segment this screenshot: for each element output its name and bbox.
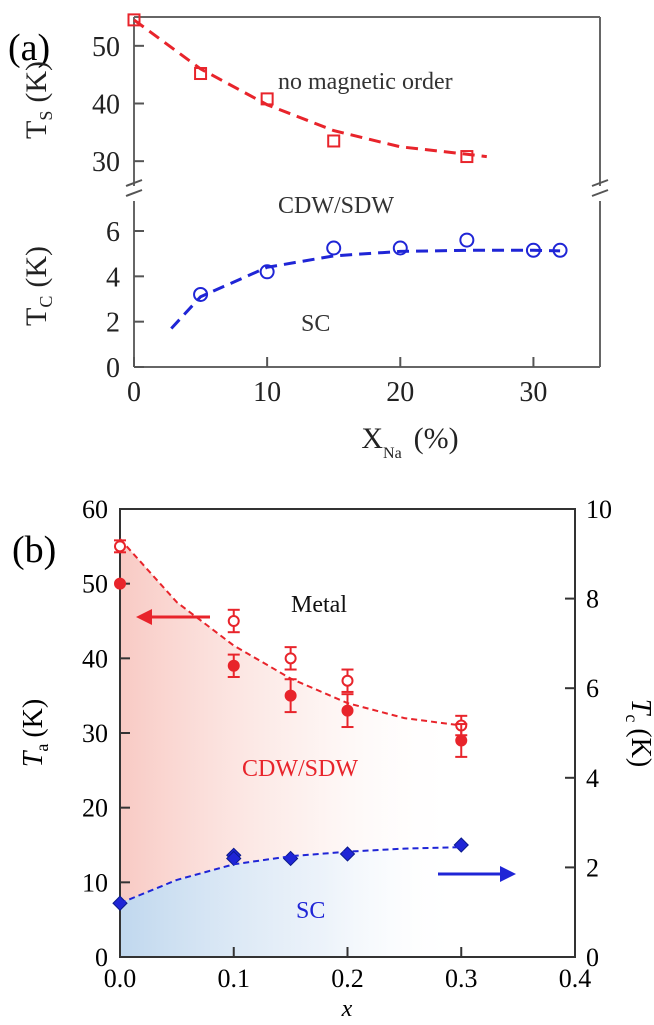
b-xtick-label: 0.4 [559,964,592,993]
b-open-point [114,540,126,553]
panel-a-bottom-ylabel: TC(K) [20,246,56,326]
b-left-fit-line [119,538,462,727]
a-top-ytick-label: 50 [92,32,120,63]
b-left-ytick-label: 0 [95,943,108,972]
b-left-ytick-label: 10 [82,868,108,897]
b-right-ytick-label: 2 [586,853,599,882]
left-axis-arrow [136,609,210,625]
panel-a-annotation-cdw-sdw: CDW/SDW [278,193,394,219]
a-bottom-ytick-label: 2 [106,308,120,339]
a-xtick-label: 0 [127,377,141,408]
b-filled-point [284,689,297,702]
a-tc-point [459,232,475,248]
panel-b-annotation-metal: Metal [291,592,347,618]
b-filled-point [227,659,240,672]
panel-b-data-marks [112,538,469,911]
a-top-ytick-label: 40 [92,90,120,121]
a-top-ytick-label: 30 [92,147,120,178]
b-xtick-label: 0.0 [104,964,137,993]
a-xtick-label: 30 [519,377,547,408]
b-open-point [341,674,354,687]
b-left-ytick-label: 50 [82,570,108,599]
b-right-ytick-label: 4 [586,764,599,793]
panel-a-label: (a) [8,27,50,69]
a-ts-point [194,67,208,81]
b-xtick-label: 0.2 [331,964,364,993]
a-tc-point [193,286,209,302]
panel-b-cdw-region-shading [120,538,462,904]
panel-b-annotation-sc: SC [296,898,325,924]
a-bottom-ytick-label: 4 [106,262,120,293]
panel-a-xlabel: XNa (%) [361,422,458,462]
b-right-ytick-label: 10 [586,495,612,524]
panel-a-bottom-y-ticks: 0 2 4 6 [106,217,144,384]
panel-b-left-ylabel: Ta(K) [18,699,52,767]
panel-a-top-ylabel: TS(K) [20,61,56,139]
a-xtick-label: 10 [253,377,281,408]
b-open-point [284,652,297,665]
panel-b-sc-region-shading [120,847,462,957]
panel-a-annotation-no-magnetic-order: no magnetic order [278,69,453,95]
panel-a-axis-break [125,179,609,197]
panel-a-top-y-ticks: 30 40 50 [92,32,144,178]
panel-a-x-ticks: 0 10 20 30 [127,357,547,408]
a-ts-point [460,150,474,164]
b-xtick-label: 0.1 [218,964,251,993]
a-tc-point [392,240,408,256]
a-tc-point [552,242,568,258]
b-left-ytick-label: 30 [82,719,108,748]
panel-b-right-ylabel: Tc(K) [622,699,654,767]
b-filled-point [341,704,354,717]
b-right-ytick-label: 0 [586,943,599,972]
panel-b-annotation-cdw-sdw: CDW/SDW [242,756,358,782]
panel-b-label: (b) [12,529,56,571]
a-bottom-ytick-label: 6 [106,217,120,248]
a-bottom-fit-line [170,248,561,330]
b-left-ytick-label: 40 [82,644,108,673]
b-filled-point [114,577,126,590]
b-tc-diamond [226,850,242,867]
panel-a-data-marks [127,13,568,330]
right-axis-arrow [438,866,516,882]
b-tc-diamond [453,837,469,853]
a-tc-point [326,240,342,256]
a-ts-point [260,92,274,106]
panel-a: (a) 30 40 50 0 2 4 6 0 10 20 30 TS(K) TC(K) [8,13,609,462]
b-filled-point [455,734,468,747]
b-open-point [227,615,240,627]
panel-b-x-ticks: 0.0 0.1 0.2 0.3 0.4 [104,947,592,993]
a-ts-point [127,13,141,27]
a-ts-point [327,134,341,148]
panel-a-annotation-sc: SC [301,311,330,337]
b-xtick-label: 0.3 [445,964,478,993]
a-xtick-label: 20 [386,377,414,408]
a-tc-point [259,264,275,280]
panel-b-right-y-ticks: 0 2 4 6 8 10 [565,495,612,972]
b-left-ytick-label: 20 [82,794,108,823]
panel-b-xlabel: x [341,996,353,1022]
a-bottom-ytick-label: 0 [106,353,120,384]
b-right-ytick-label: 8 [586,585,599,614]
b-left-ytick-label: 60 [82,495,108,524]
b-right-ytick-label: 6 [586,674,599,703]
a-tc-point [525,242,541,258]
b-right-fit-line [119,846,462,905]
